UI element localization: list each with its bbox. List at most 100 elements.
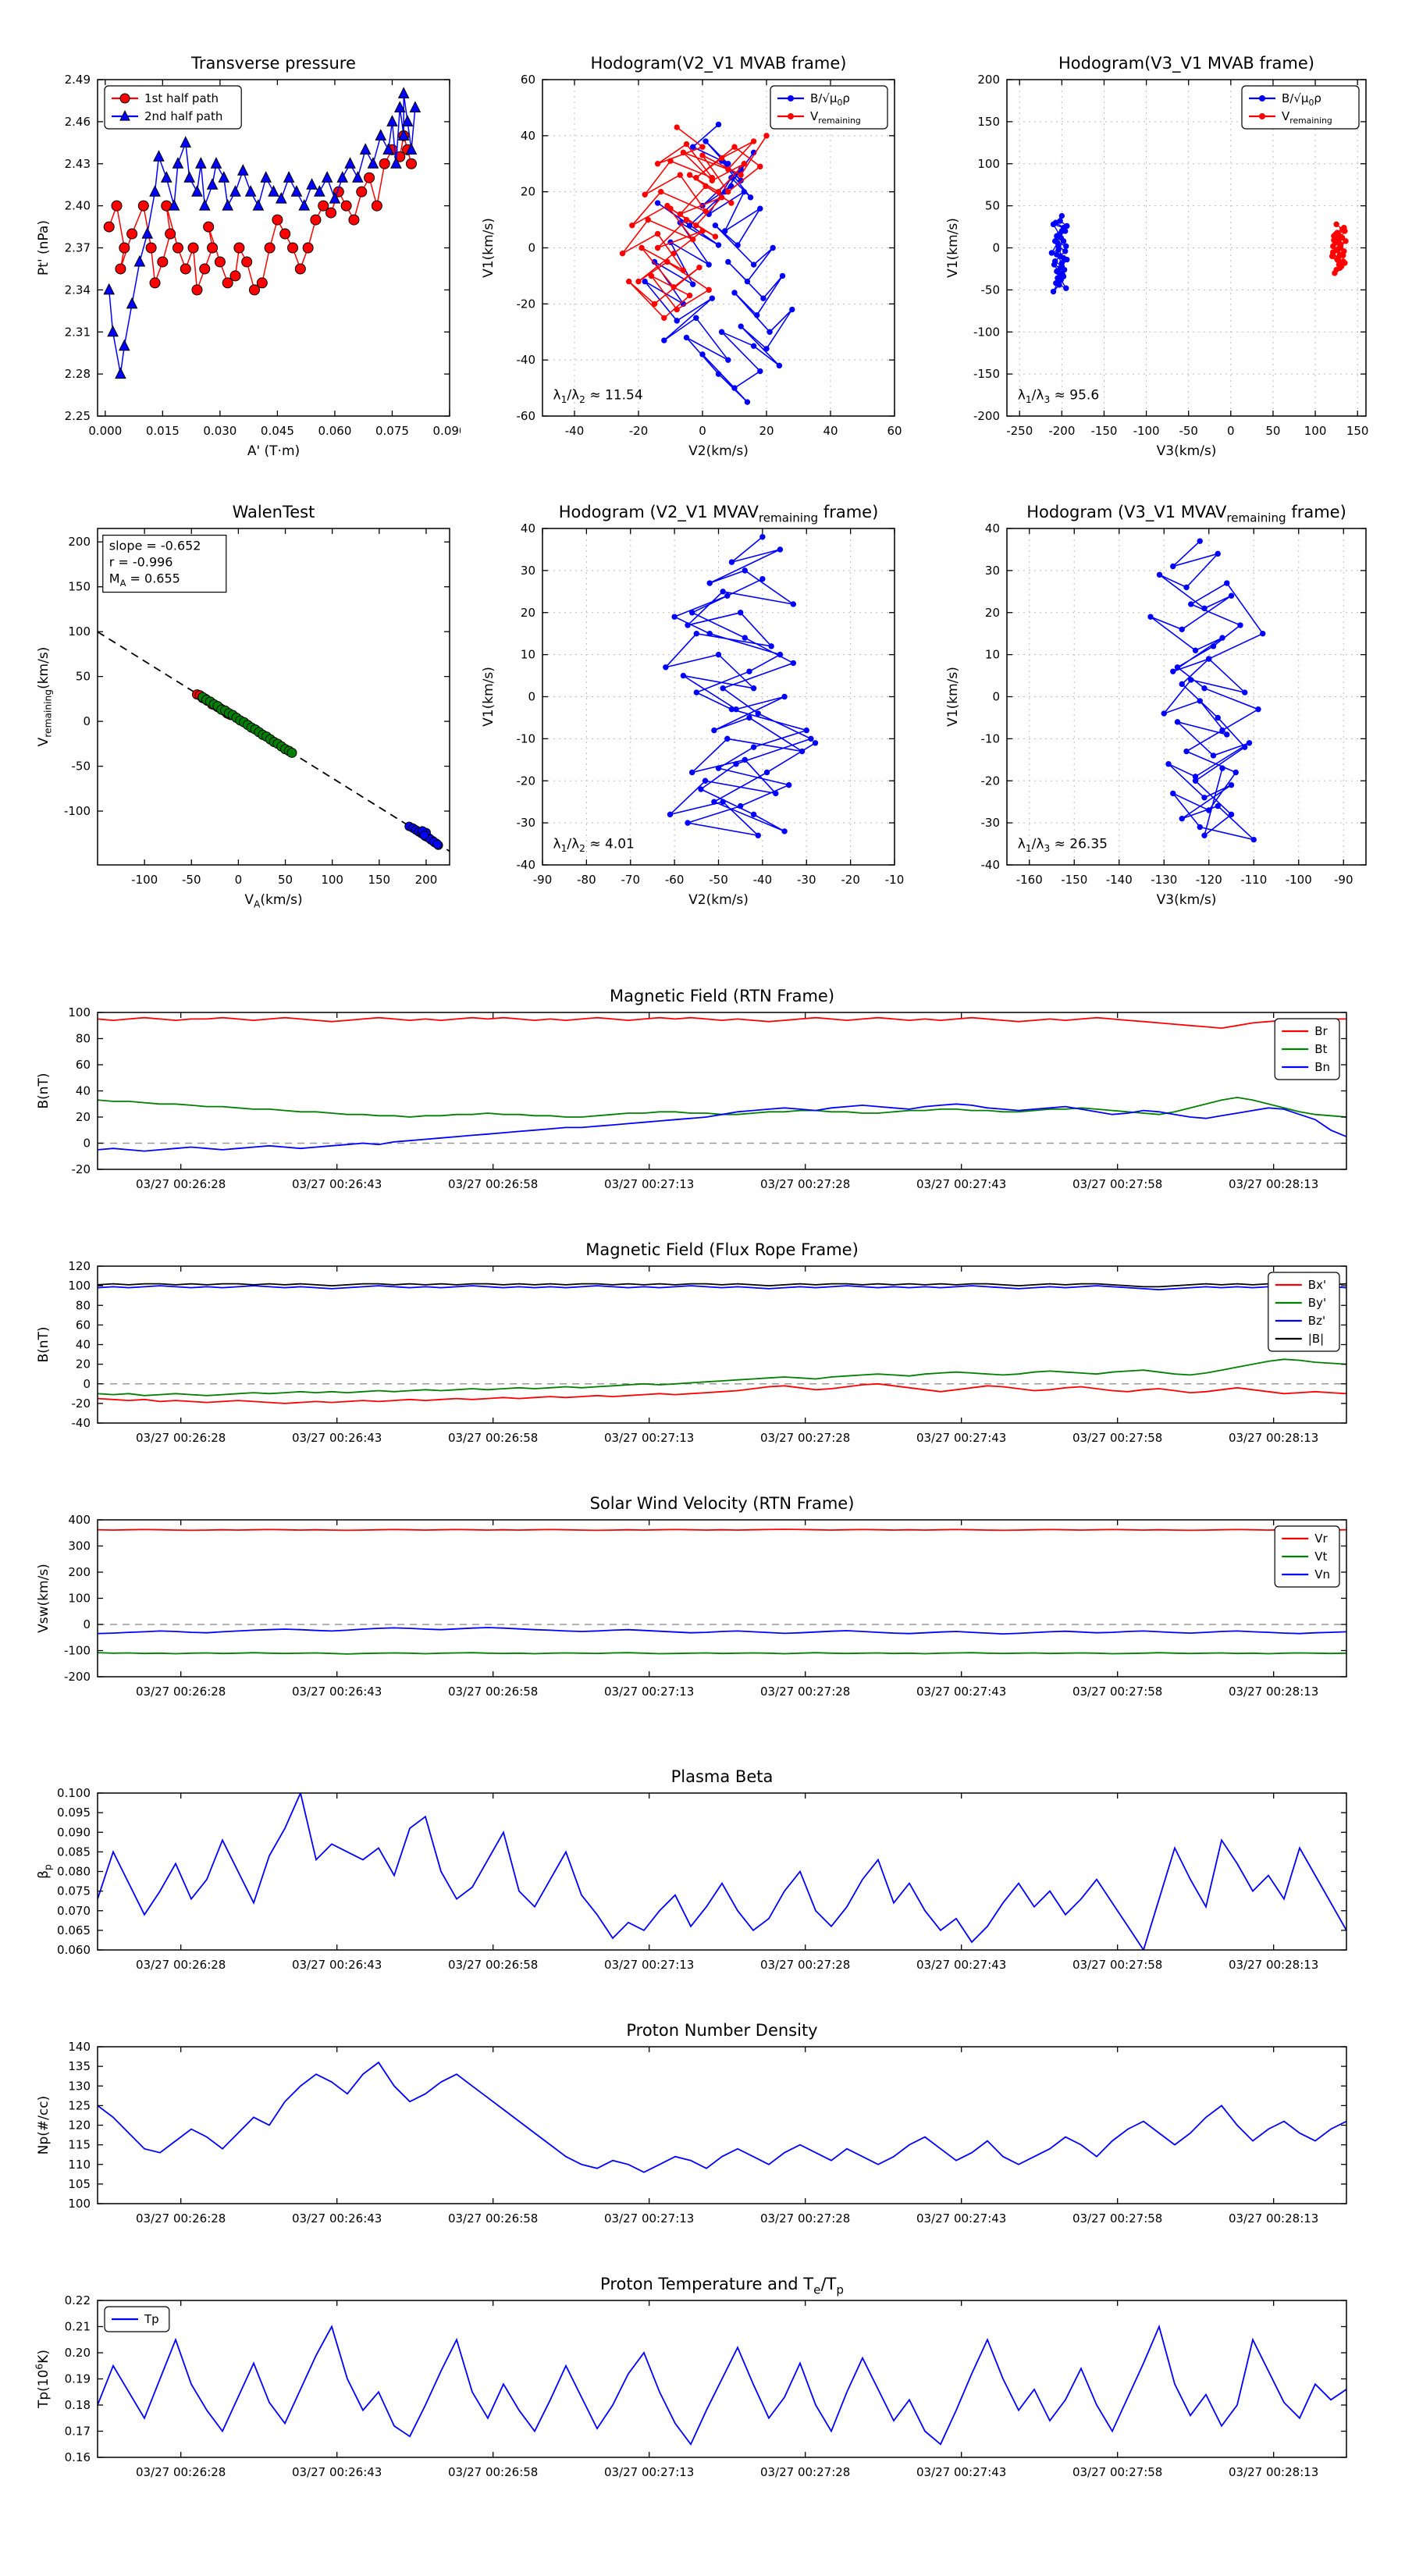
svg-text:03/27 00:27:43: 03/27 00:27:43 — [916, 1177, 1006, 1191]
svg-text:0.060: 0.060 — [57, 1943, 91, 1957]
svg-text:40: 40 — [521, 521, 535, 535]
svg-text:03/27 00:27:28: 03/27 00:27:28 — [760, 1431, 850, 1445]
svg-text:-100: -100 — [1286, 873, 1312, 887]
svg-text:0: 0 — [699, 424, 706, 438]
svg-text:Tp: Tp — [144, 2312, 159, 2326]
svg-text:03/27 00:26:58: 03/27 00:26:58 — [448, 2465, 538, 2479]
svg-text:Hodogram(V3_V1 MVAB frame): Hodogram(V3_V1 MVAB frame) — [1058, 54, 1314, 73]
svg-text:03/27 00:27:58: 03/27 00:27:58 — [1072, 1431, 1162, 1445]
svg-text:20: 20 — [985, 606, 1000, 620]
svg-text:0: 0 — [992, 690, 1000, 704]
svg-text:200: 200 — [68, 535, 91, 549]
svg-text:03/27 00:26:58: 03/27 00:26:58 — [448, 2211, 538, 2226]
svg-text:βp: βp — [36, 1864, 53, 1879]
svg-text:0.085: 0.085 — [57, 1845, 91, 1859]
svg-text:03/27 00:27:28: 03/27 00:27:28 — [760, 1958, 850, 1972]
svg-text:-20: -20 — [629, 424, 649, 438]
svg-text:200: 200 — [977, 73, 1000, 87]
panel-magnetic-field-rtn: 03/27 00:26:28 03/27 00:26:43 03/27 00:26:… — [23, 980, 1366, 1202]
svg-text:03/27 00:26:43: 03/27 00:26:43 — [292, 1958, 382, 1972]
svg-text:60: 60 — [887, 424, 902, 438]
svg-text:MA = 0.655: MA = 0.655 — [109, 571, 180, 589]
svg-text:Hodogram (V2_V1 MVAVremaining: Hodogram (V2_V1 MVAVremaining frame) — [559, 503, 879, 525]
svg-text:100: 100 — [68, 1005, 91, 1019]
panel-solar-wind-velocity: 03/27 00:26:28 03/27 00:26:43 03/27 00:26:… — [23, 1487, 1366, 1710]
svg-text:Np(#/cc): Np(#/cc) — [36, 2096, 52, 2154]
panel-walen-test: -100 -50 0 50 100 150 200 -100 -50 0 50 100 150 200 VA… — [23, 488, 461, 913]
svg-text:Bt: Bt — [1314, 1042, 1327, 1056]
svg-text:100: 100 — [68, 1279, 91, 1293]
svg-text:10: 10 — [521, 648, 535, 662]
svg-text:Hodogram (V3_V1 MVAVremaining: Hodogram (V3_V1 MVAVremaining frame) — [1026, 503, 1346, 525]
svg-text:03/27 00:27:13: 03/27 00:27:13 — [604, 1685, 694, 1699]
svg-text:0.090: 0.090 — [57, 1825, 91, 1839]
svg-text:V1(km/s): V1(km/s) — [481, 667, 496, 727]
svg-text:λ1/λ2 ≈ 4.01: λ1/λ2 ≈ 4.01 — [553, 836, 635, 853]
svg-text:-20: -20 — [517, 297, 536, 311]
svg-text:0.065: 0.065 — [57, 1923, 91, 1937]
svg-text:λ1/λ3 ≈ 26.35: λ1/λ3 ≈ 26.35 — [1018, 836, 1108, 853]
svg-text:A' (T·m): A' (T·m) — [247, 443, 300, 459]
svg-text:03/27 00:26:28: 03/27 00:26:28 — [136, 1431, 226, 1445]
svg-text:140: 140 — [68, 2040, 91, 2054]
svg-text:-30: -30 — [517, 816, 536, 830]
svg-text:2.28: 2.28 — [65, 367, 91, 381]
svg-text:0.18: 0.18 — [65, 2398, 91, 2412]
svg-text:40: 40 — [823, 424, 838, 438]
svg-text:03/27 00:27:13: 03/27 00:27:13 — [604, 2211, 694, 2226]
svg-text:20: 20 — [76, 1110, 91, 1124]
svg-text:0.075: 0.075 — [57, 1884, 91, 1898]
svg-text:-200: -200 — [973, 409, 1000, 423]
svg-text:Vsw(km/s): Vsw(km/s) — [36, 1564, 52, 1633]
svg-text:03/27 00:28:13: 03/27 00:28:13 — [1229, 1177, 1318, 1191]
svg-text:0.060: 0.060 — [318, 424, 351, 438]
svg-text:03/27 00:26:28: 03/27 00:26:28 — [136, 2465, 226, 2479]
svg-text:2.49: 2.49 — [65, 73, 91, 87]
svg-text:-100: -100 — [131, 873, 158, 887]
panel-hodogram-v3v1-mvab: -250 -200 -150 -100 -50 0 50 100 150 -200 -150 -100… — [925, 39, 1382, 464]
svg-text:50: 50 — [278, 873, 293, 887]
svg-text:0.100: 0.100 — [57, 1786, 91, 1800]
svg-text:80: 80 — [76, 1032, 91, 1046]
svg-text:-10: -10 — [981, 731, 1001, 745]
svg-text:120: 120 — [68, 1259, 91, 1273]
svg-text:-40: -40 — [517, 858, 536, 872]
svg-text:150: 150 — [68, 580, 91, 594]
svg-text:03/27 00:27:58: 03/27 00:27:58 — [1072, 2211, 1162, 2226]
svg-text:100: 100 — [977, 157, 1000, 171]
svg-text:03/27 00:27:28: 03/27 00:27:28 — [760, 1177, 850, 1191]
svg-text:0: 0 — [83, 714, 91, 728]
svg-text:2.40: 2.40 — [65, 199, 91, 213]
svg-text:03/27 00:27:13: 03/27 00:27:13 — [604, 1431, 694, 1445]
svg-text:-80: -80 — [577, 873, 596, 887]
svg-text:1st half path: 1st half path — [144, 91, 219, 105]
svg-text:-100: -100 — [973, 325, 1000, 339]
svg-text:-90: -90 — [533, 873, 553, 887]
svg-text:Transverse pressure: Transverse pressure — [190, 54, 356, 73]
svg-text:0: 0 — [235, 873, 243, 887]
svg-text:03/27 00:27:58: 03/27 00:27:58 — [1072, 1685, 1162, 1699]
svg-text:03/27 00:27:58: 03/27 00:27:58 — [1072, 2465, 1162, 2479]
svg-text:Br: Br — [1314, 1024, 1328, 1038]
svg-text:120: 120 — [68, 2119, 91, 2133]
svg-text:03/27 00:27:58: 03/27 00:27:58 — [1072, 1958, 1162, 1972]
svg-text:0: 0 — [83, 1617, 91, 1631]
svg-text:20: 20 — [521, 606, 535, 620]
svg-text:200: 200 — [68, 1565, 91, 1579]
svg-text:0.030: 0.030 — [203, 424, 237, 438]
svg-text:03/27 00:28:13: 03/27 00:28:13 — [1229, 2465, 1318, 2479]
svg-text:03/27 00:27:43: 03/27 00:27:43 — [916, 2211, 1006, 2226]
svg-text:03/27 00:27:13: 03/27 00:27:13 — [604, 1177, 694, 1191]
svg-text:-40: -40 — [753, 873, 773, 887]
svg-text:V2(km/s): V2(km/s) — [688, 892, 749, 908]
svg-text:40: 40 — [985, 521, 1000, 535]
svg-text:0.080: 0.080 — [57, 1865, 91, 1879]
svg-text:0.19: 0.19 — [65, 2372, 91, 2386]
svg-text:Vr: Vr — [1314, 1532, 1328, 1546]
svg-text:λ1/λ2 ≈ 11.54: λ1/λ2 ≈ 11.54 — [553, 387, 643, 404]
svg-text:20: 20 — [521, 185, 535, 199]
svg-text:40: 40 — [76, 1084, 91, 1098]
svg-text:100: 100 — [68, 1592, 91, 1606]
svg-text:100: 100 — [68, 624, 91, 639]
svg-text:0.17: 0.17 — [65, 2425, 91, 2439]
